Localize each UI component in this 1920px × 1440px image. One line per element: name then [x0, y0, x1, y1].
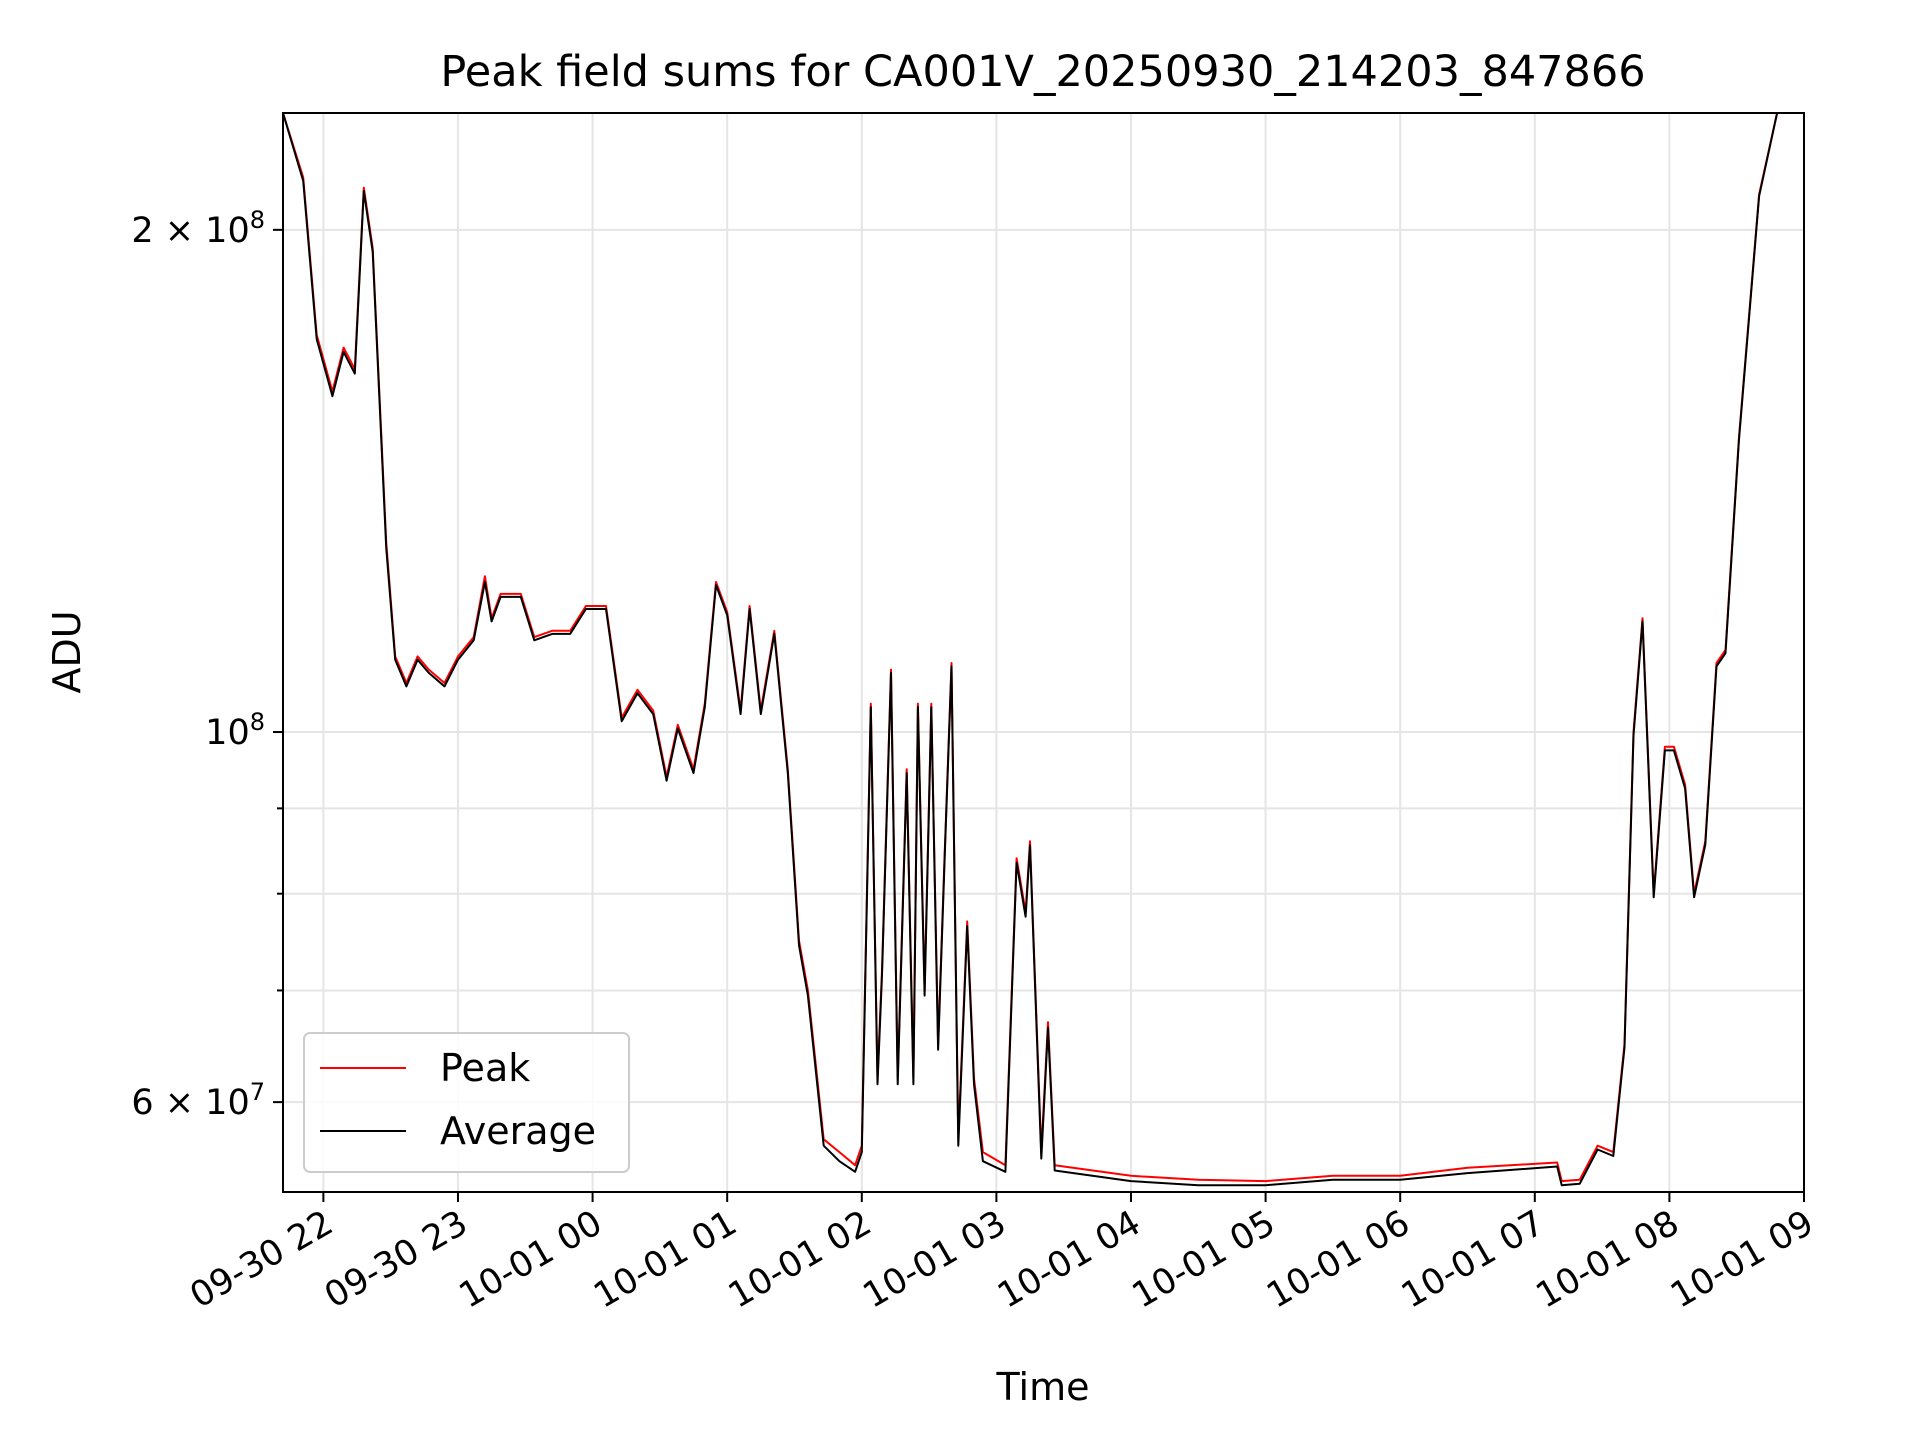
series-layer — [283, 113, 1779, 1187]
y-axis-label: ADU — [45, 610, 89, 693]
chart-title: Peak field sums for CA001V_20250930_2142… — [440, 47, 1645, 97]
grid — [283, 113, 1805, 1192]
legend: Peak Average — [303, 1032, 630, 1173]
legend-label-peak: Peak — [440, 1046, 530, 1090]
y-tick-label: 2 × 108 — [131, 206, 265, 251]
plot-frame — [282, 112, 1805, 1193]
y-tick-label: 6 × 107 — [131, 1078, 265, 1123]
series-line-average — [283, 113, 1779, 1187]
legend-label-average: Average — [440, 1109, 596, 1153]
x-axis-label: Time — [996, 1365, 1090, 1409]
